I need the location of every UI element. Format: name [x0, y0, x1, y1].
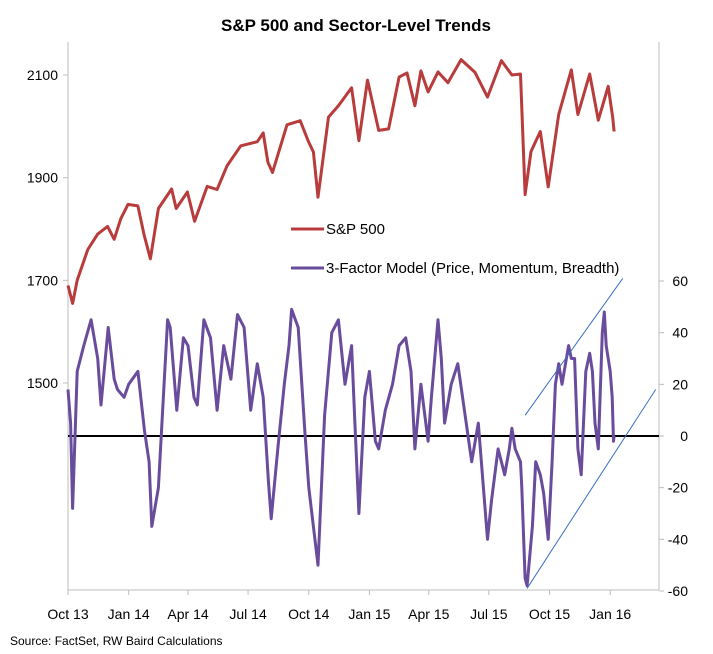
trend-channel-lower-line: [526, 389, 657, 589]
chart-title: S&P 500 and Sector-Level Trends: [221, 16, 491, 35]
legend-item-sp500: S&P 500: [291, 221, 385, 238]
x-tick-label: Apr 14: [167, 606, 208, 622]
x-tick-label: Oct 13: [47, 606, 88, 622]
left-tick-label: 2100: [27, 67, 58, 83]
right-tick-label: 20: [672, 376, 688, 392]
x-tick-label: Oct 14: [288, 606, 329, 622]
right-tick-label: 0: [680, 428, 688, 444]
source-note: Source: FactSet, RW Baird Calculations: [10, 634, 223, 648]
right-tick-label: 60: [672, 273, 688, 289]
x-tick-label: Jan 15: [348, 606, 390, 622]
x-tick-label: Jul 15: [470, 606, 508, 622]
right-tick-label: 40: [672, 325, 688, 341]
left-axis-ticks: 1500 1700 1900 2100: [27, 67, 68, 391]
model-series-line: [66, 307, 616, 588]
right-tick-label: -60: [668, 583, 688, 599]
left-tick-label: 1500: [27, 375, 58, 391]
left-tick-label: 1700: [27, 272, 58, 288]
trend-channel-upper-line: [524, 278, 624, 416]
x-tick-label: Apr 15: [408, 606, 449, 622]
plot-area: 1500 1700 1900 2100 -60 -40 -20 0 20 40 60 Oct 13…: [27, 42, 688, 622]
right-axis-ticks: -60 -40 -20 0 20 40 60: [659, 273, 688, 599]
sp500-series-line: [66, 58, 616, 305]
x-tick-label: Jan 16: [589, 606, 631, 622]
x-tick-label: Jan 14: [108, 606, 150, 622]
right-tick-label: -40: [668, 531, 688, 547]
right-tick-label: -20: [668, 480, 688, 496]
x-tick-label: Oct 15: [529, 606, 570, 622]
legend-label-sp500: S&P 500: [326, 221, 385, 238]
x-tick-label: Jul 14: [229, 606, 267, 622]
legend: S&P 500 3-Factor Model (Price, Momentum,…: [291, 221, 619, 277]
legend-item-model: 3-Factor Model (Price, Momentum, Breadth…: [291, 260, 619, 277]
x-axis-ticks: Oct 13 Jan 14 Apr 14 Jul 14 Oct 14 Jan 15 Apr …: [47, 590, 631, 622]
left-tick-label: 1900: [27, 170, 58, 186]
legend-label-model: 3-Factor Model (Price, Momentum, Breadth…: [326, 260, 619, 277]
